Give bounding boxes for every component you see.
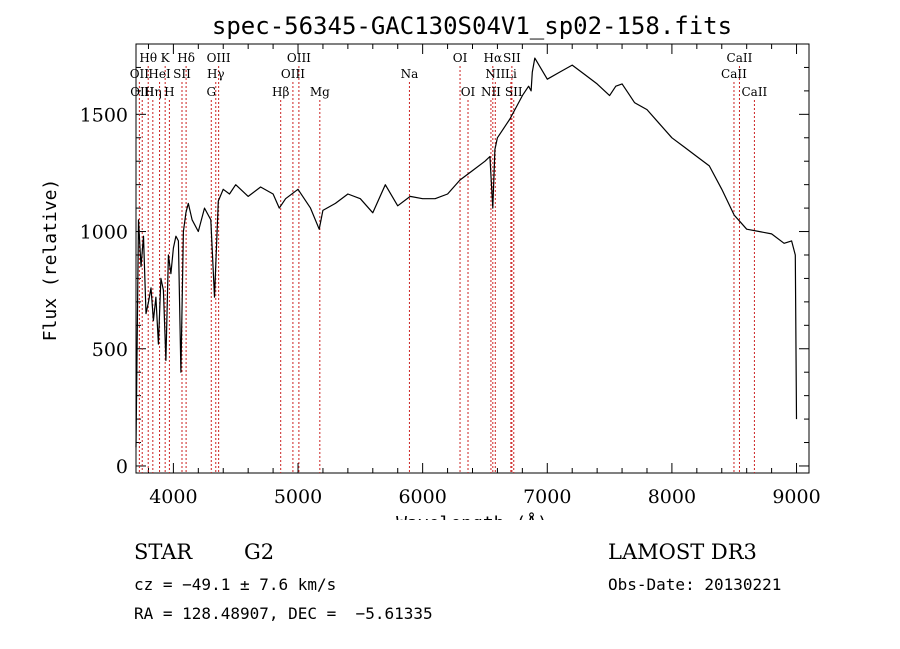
y-axis-label: Flux (relative): [40, 179, 61, 342]
y-tick-label: 1000: [80, 222, 128, 244]
spectral-line-label: Hη: [144, 85, 162, 99]
spectral-line-label: Mg: [310, 85, 330, 99]
spectral-line-label: SII: [503, 51, 521, 65]
spectral-line-label: CaII: [721, 67, 747, 81]
spectrum-line: [135, 57, 798, 448]
y-tick-label: 1500: [80, 104, 128, 126]
redshift-velocity: cz = −49.1 ± 7.6 km/s: [134, 575, 337, 594]
spectral-line-label: SII: [173, 67, 191, 81]
x-tick-label: 6000: [398, 486, 446, 508]
object-subclass: G2: [244, 540, 275, 564]
spectrum-chart: spec-56345-GAC130S04V1_sp02-158.fits 400…: [40, 12, 821, 520]
plot-frame: [135, 43, 810, 474]
plot-area: 4000 5000 6000 7000 8000 9000 0 500 1000 1500 Hθ OI…: [80, 43, 821, 508]
spectral-line-label: Hδ: [177, 51, 195, 65]
spectral-line-label: OII: [130, 67, 150, 81]
spectral-line-label: H: [164, 85, 174, 99]
x-axis-label: Wavelength (Å): [396, 512, 548, 520]
spectral-line-label: CaII: [741, 85, 767, 99]
spectral-line-label: Hα: [484, 51, 503, 65]
x-tick-label: 5000: [274, 486, 322, 508]
spectral-line-label: OIII: [130, 85, 154, 99]
observation-date: Obs-Date: 20130221: [608, 575, 782, 594]
spectral-line-label: Hγ: [207, 67, 225, 81]
x-tick-label: 7000: [523, 486, 571, 508]
spectral-line-label: OIII: [207, 51, 231, 65]
x-tick-label: 9000: [772, 486, 820, 508]
spectral-line-label: G: [206, 85, 216, 99]
spectral-line-label: OIII: [287, 51, 311, 65]
y-tick-label: 500: [92, 339, 128, 361]
spectral-line-label: NII: [485, 67, 505, 81]
spectral-line-label: Na: [401, 67, 419, 81]
y-tick-label: 0: [116, 456, 128, 478]
spectral-line-label: OI: [461, 85, 476, 99]
object-class: STAR: [134, 540, 193, 564]
spectral-line-label: HeI: [148, 67, 171, 81]
spectral-line-label: Li: [505, 67, 517, 81]
x-tick-label: 8000: [648, 486, 696, 508]
x-tick-label: 4000: [149, 486, 197, 508]
spectral-line-label: Hβ: [272, 85, 289, 99]
chart-title: spec-56345-GAC130S04V1_sp02-158.fits: [212, 12, 732, 40]
spectral-line-label: NII: [481, 85, 501, 99]
spectral-line-label: SII: [505, 85, 523, 99]
survey-name: LAMOST DR3: [608, 540, 757, 564]
spectral-line-label: Hθ: [139, 51, 157, 65]
spectral-line-label: K: [161, 51, 171, 65]
spectral-line-label: OIII: [281, 67, 305, 81]
spectral-line-label: OI: [453, 51, 468, 65]
coordinates: RA = 128.48907, DEC = −5.61335: [134, 604, 433, 623]
spectral-line-label: CaII: [727, 51, 753, 65]
